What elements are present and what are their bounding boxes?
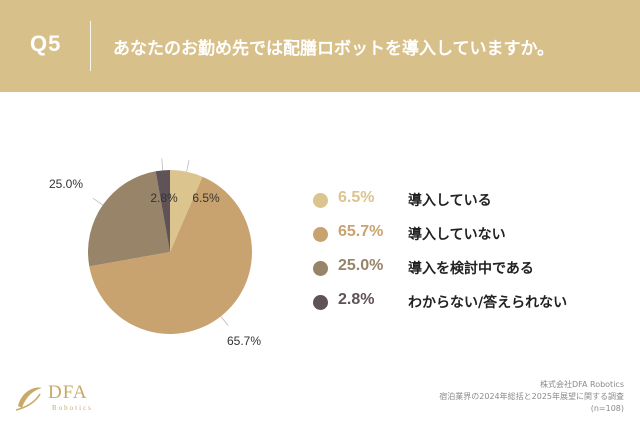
slice-unknown [155, 170, 170, 252]
source-sample-size: (n=108) [590, 404, 624, 413]
logo-mark-icon [15, 387, 42, 411]
legend-swatch [313, 193, 328, 208]
logo-subtext: Robotics [52, 404, 93, 412]
legend-swatch [313, 261, 328, 276]
slice-data-label: 2.8% [150, 191, 178, 205]
legend-swatch [313, 227, 328, 242]
header-divider [90, 21, 91, 71]
slice-data-label: 65.7% [227, 334, 261, 348]
question-text: あなたのお勤め先では配膳ロボットを導入していますか。 [113, 39, 555, 59]
slice-data-label: 25.0% [49, 177, 83, 191]
slice-not-implemented [89, 176, 253, 334]
legend-label: 導入していない [408, 227, 506, 243]
source-survey: 宿泊業界の2024年総括と2025年展望に関する調査 [439, 392, 624, 401]
slice-implemented [170, 170, 203, 252]
slice-considering [87, 171, 170, 267]
pie-chart: 6.5% 65.7% 25.0% 2.8% [49, 158, 261, 348]
legend-percent: 6.5% [338, 189, 375, 206]
legend-label: 導入している [408, 193, 492, 209]
source-note: 株式会社DFA Robotics 宿泊業界の2024年総括と2025年展望に関す… [439, 379, 624, 415]
leader-line [186, 159, 190, 172]
legend-percent: 25.0% [338, 257, 384, 274]
source-company: 株式会社DFA Robotics [539, 380, 624, 389]
legend-percent: 65.7% [338, 223, 384, 240]
legend-swatch [313, 295, 328, 310]
leader-line [220, 316, 229, 326]
legend-label: 導入を検討中である [408, 261, 534, 277]
slice-data-label: 6.5% [192, 191, 220, 205]
legend-percent: 2.8% [338, 291, 375, 308]
leader-line [161, 158, 164, 171]
question-number: Q5 [30, 31, 62, 56]
header: Q5 あなたのお勤め先では配膳ロボットを導入していますか。 [0, 0, 640, 92]
leader-line [92, 197, 103, 206]
legend-label: わからない/答えられない [408, 295, 568, 311]
logo-text: DFA [48, 382, 88, 403]
dfa-logo: DFA Robotics [12, 380, 102, 420]
